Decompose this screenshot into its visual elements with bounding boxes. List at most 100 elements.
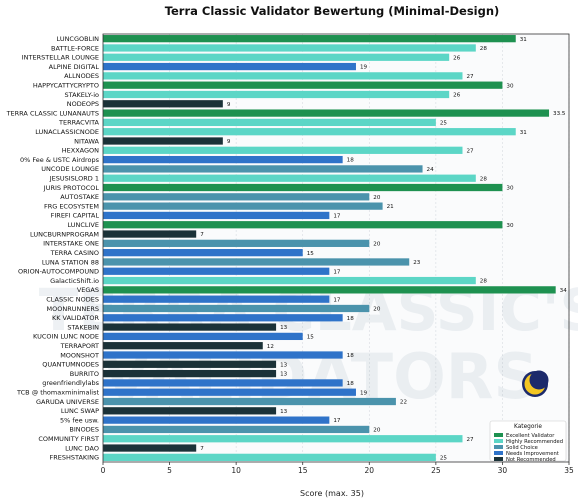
bar-value-label: 30 — [506, 223, 514, 229]
bar — [103, 351, 343, 359]
legend-entry: Not Recommended — [506, 457, 556, 463]
category-label: TERRACVITA — [58, 119, 100, 127]
bar — [103, 146, 463, 154]
category-label: TERRAPORT — [60, 342, 99, 350]
category-label: KUCOIN LUNC NODE — [33, 333, 99, 341]
legend-title: Kategorie — [514, 424, 542, 430]
category-label: LUNC DAO — [65, 444, 99, 452]
bar-value-label: 28 — [480, 176, 488, 182]
bar-value-label: 21 — [387, 204, 395, 210]
category-label: INTERSTELLAR LOUNGE — [22, 54, 99, 62]
bar-value-label: 18 — [347, 158, 355, 164]
category-label: BURRITO — [70, 370, 99, 378]
bar-value-label: 28 — [480, 46, 488, 52]
bar-value-label: 18 — [347, 316, 355, 322]
bar-value-label: 20 — [373, 241, 381, 247]
bar-value-label: 30 — [506, 83, 514, 89]
category-label: INTERSTAKE ONE — [43, 240, 99, 248]
bar — [103, 100, 223, 108]
bar — [103, 435, 463, 443]
bar-value-label: 17 — [333, 297, 341, 303]
category-label: CLASSIC NODES — [46, 295, 99, 303]
bar-value-label: 9 — [227, 139, 231, 145]
category-label: LUNACLASSICNODE — [35, 128, 99, 136]
bar-value-label: 22 — [400, 400, 407, 406]
bar-value-label: 26 — [453, 93, 461, 99]
legend-entry: Highly Recommended — [506, 439, 563, 445]
bar — [103, 388, 356, 396]
bar — [103, 444, 197, 452]
bar — [103, 174, 476, 182]
bar — [103, 137, 223, 145]
bar — [103, 416, 330, 424]
category-label: BINODES — [69, 426, 99, 434]
bar — [103, 72, 463, 80]
x-tick-label: 15 — [298, 466, 308, 475]
bar — [103, 407, 277, 415]
category-label: LUNCBURNPROGRAM — [30, 230, 99, 238]
bar — [103, 267, 330, 275]
bar-value-label: 26 — [453, 55, 461, 61]
bar-value-label: 7 — [200, 232, 204, 238]
category-label: QUANTUMNODES — [42, 361, 99, 369]
legend-box — [489, 420, 567, 462]
legend-swatch — [494, 433, 503, 437]
luna-logo-icon — [522, 370, 549, 397]
category-label: UNCODE LOUNGE — [41, 165, 99, 173]
bar-value-label: 12 — [267, 344, 274, 350]
bar-value-label: 28 — [480, 279, 488, 285]
bar — [103, 183, 503, 192]
category-label: TCB @ thomaxminimalist — [16, 389, 99, 397]
bar-value-label: 13 — [280, 362, 288, 368]
x-tick-label: 0 — [101, 466, 106, 475]
x-tick-label: 35 — [564, 466, 574, 475]
bar-value-label: 25 — [440, 120, 448, 126]
bar — [103, 369, 277, 378]
axes-frame — [102, 33, 570, 463]
bar — [103, 165, 423, 173]
bar-value-label: 18 — [347, 381, 355, 387]
legend-swatch — [494, 445, 503, 449]
bar-value-label: 20 — [373, 307, 381, 313]
bar — [103, 332, 303, 341]
category-label: 0% Fee & USTC Airdrops — [20, 156, 100, 164]
bar — [103, 44, 476, 52]
category-label: TERRA CLASSIC LUNANAUTS — [6, 109, 99, 117]
bar — [103, 155, 343, 164]
bar-value-label: 17 — [333, 418, 341, 424]
x-tick-label: 25 — [431, 466, 441, 475]
bar-value-label: 34 — [560, 288, 568, 294]
bar-value-label: 20 — [373, 195, 381, 201]
bar-value-label: 31 — [520, 37, 528, 43]
bar — [103, 286, 556, 294]
bar-value-label: 24 — [427, 167, 435, 173]
bar-value-label: 30 — [506, 186, 514, 192]
category-label: FRESHSTAKING — [50, 454, 100, 462]
bar-value-label: 9 — [227, 102, 231, 108]
bar — [103, 453, 436, 461]
bar-value-label: 27 — [466, 437, 474, 443]
bar — [103, 425, 370, 434]
category-label: AUTOSTAKE — [60, 193, 99, 201]
bar — [103, 249, 303, 257]
category-label: NODEOPS — [67, 100, 99, 108]
category-label: ALPINE DIGITAL — [49, 63, 100, 71]
bar — [103, 230, 197, 238]
category-label: HAPPYCATTYCRYPTO — [33, 81, 99, 89]
category-label: JESUSISLORD 1 — [49, 175, 99, 183]
bar — [103, 53, 450, 61]
category-label: LUNC SWAP — [61, 407, 99, 415]
x-tick-label: 5 — [167, 466, 172, 475]
bar-value-label: 17 — [333, 269, 341, 275]
bar-value-label: 13 — [280, 409, 288, 415]
bar — [103, 314, 343, 322]
bar — [103, 62, 356, 71]
bar — [103, 258, 410, 266]
bar — [103, 239, 370, 247]
bar-value-label: 25 — [440, 455, 448, 461]
legend-entry: Needs Improvement — [506, 451, 559, 457]
bar-value-label: 27 — [466, 74, 474, 80]
bar-value-label: 19 — [360, 65, 368, 71]
category-label: ALLNODES — [64, 72, 99, 80]
